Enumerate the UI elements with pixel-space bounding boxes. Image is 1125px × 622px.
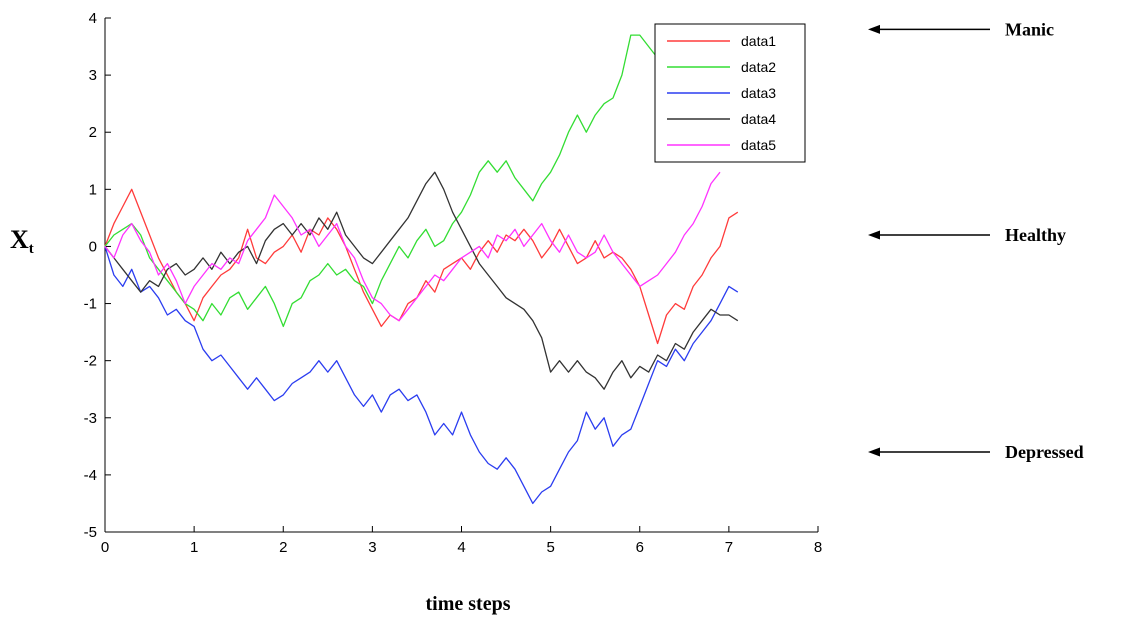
x-tick-label: 2 (279, 539, 287, 556)
y-tick-label: 2 (89, 124, 97, 141)
annotations: Manic Healthy Depressed (868, 19, 1084, 462)
y-tick-label: -3 (84, 410, 97, 427)
axes: 0 1 2 3 4 5 6 7 8 -5 -4 -3 -2 -1 0 1 2 3 4 (84, 10, 823, 556)
y-tick-label: 3 (89, 67, 97, 84)
x-tick-label: 8 (814, 539, 822, 556)
series-line-data2 (104, 34, 659, 328)
legend-label-data3: data3 (741, 85, 776, 101)
x-tick-label: 5 (546, 539, 554, 556)
legend-label-data2: data2 (741, 59, 776, 75)
y-tick-label: -2 (84, 353, 97, 370)
y-tick-label: 1 (89, 181, 97, 198)
y-tick-label: 0 (89, 238, 97, 255)
series-line-data3 (104, 246, 739, 505)
x-tick-label: 1 (190, 539, 198, 556)
annotation-arrowhead (868, 24, 880, 34)
x-tick-label: 0 (101, 539, 109, 556)
y-axis-label: Xt (10, 225, 34, 257)
legend-label-data5: data5 (741, 137, 776, 153)
series-layer (104, 34, 739, 505)
x-tick-label: 4 (457, 539, 465, 556)
series-line-data5 (104, 171, 721, 322)
y-tick-label: -5 (84, 524, 97, 541)
legend: data1 data2 data3 data4 data5 (654, 23, 806, 163)
annotation-arrowhead (868, 230, 880, 240)
y-tick-label: -4 (84, 467, 97, 484)
legend-label-data1: data1 (741, 33, 776, 49)
series-line-data4 (104, 171, 739, 390)
y-axis-label-subscript: t (29, 241, 34, 257)
y-axis-label-main: X (10, 225, 29, 254)
annotation-label-manic: Manic (1005, 19, 1054, 39)
annotation-label-healthy: Healthy (1005, 225, 1066, 245)
y-tick-label: 4 (89, 10, 97, 27)
y-tick-label: -1 (84, 296, 97, 313)
annotation-label-depressed: Depressed (1005, 442, 1084, 462)
annotation-arrowhead (868, 447, 880, 457)
legend-label-data4: data4 (741, 111, 776, 127)
series-line-data1 (104, 188, 739, 345)
x-axis-label: time steps (426, 593, 511, 615)
x-tick-label: 6 (636, 539, 644, 556)
x-tick-label: 7 (725, 539, 733, 556)
x-tick-label: 3 (368, 539, 376, 556)
